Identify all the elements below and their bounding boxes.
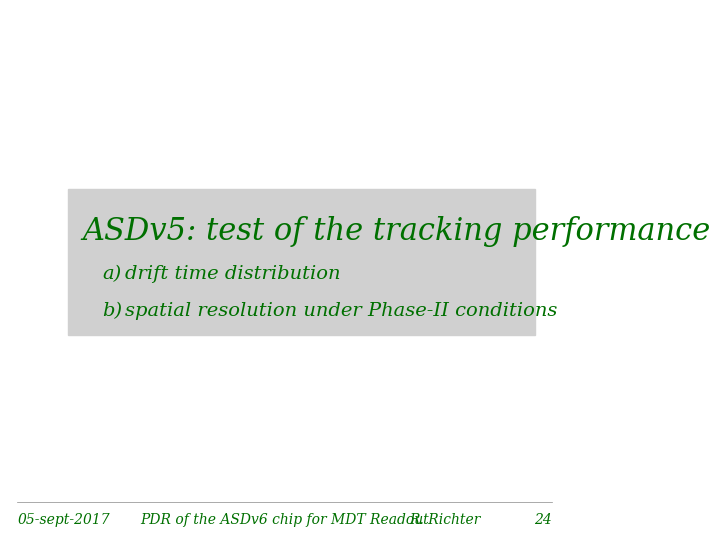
Text: drift time distribution: drift time distribution	[125, 265, 341, 282]
Text: PDR of the ASDv6 chip for MDT Readout: PDR of the ASDv6 chip for MDT Readout	[140, 513, 429, 527]
Text: a): a)	[102, 265, 122, 282]
Text: 05-sept-2017: 05-sept-2017	[17, 513, 109, 527]
Text: 24: 24	[534, 513, 552, 527]
Text: R. Richter: R. Richter	[410, 513, 481, 527]
Text: spatial resolution under Phase-II conditions: spatial resolution under Phase-II condit…	[125, 302, 557, 320]
Text: ASDv5: test of the tracking performance: ASDv5: test of the tracking performance	[83, 216, 711, 247]
FancyBboxPatch shape	[68, 189, 535, 335]
Text: b): b)	[102, 302, 122, 320]
